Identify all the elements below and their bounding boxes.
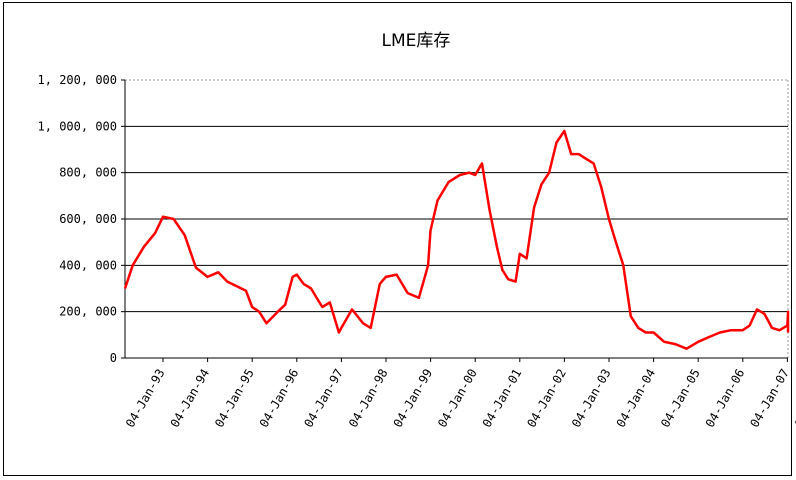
y-tick-label: 1, 000, 000 (38, 119, 117, 133)
x-tick-label: 04-Jan-96 (257, 367, 302, 430)
y-tick-label: 800, 000 (59, 166, 117, 180)
x-tick-label: 04-Jan-03 (569, 367, 614, 430)
y-tick-label: 400, 000 (59, 258, 117, 272)
y-tick-label: 0 (110, 351, 117, 365)
x-tick-label: 04-Jan-05 (658, 367, 703, 430)
x-tick-label: 04-Jan-00 (435, 367, 480, 430)
x-tick-label: 04-Jan-08 (792, 367, 796, 430)
chart-frame (3, 2, 792, 476)
y-tick-label: 200, 000 (59, 305, 117, 319)
y-axis: 0 200, 000 400, 000 600, 000 800, 000 1, 000,… (38, 73, 125, 365)
chart-title: LME库存 (382, 31, 451, 51)
y-tick-label: 1, 200, 000 (38, 73, 117, 87)
series-line (123, 129, 790, 350)
x-tick-label: 04-Jan-99 (391, 367, 436, 430)
x-tick-label: 04-Jan-97 (301, 367, 346, 430)
x-axis: 04-Jan-93 04-Jan-94 04-Jan-95 04-Jan-96 04-J… (123, 358, 796, 430)
x-tick-label: 04-Jan-94 (168, 367, 213, 430)
grid-layer (124, 79, 789, 359)
x-tick-label: 04-Jan-04 (614, 367, 659, 430)
x-tick-label: 04-Jan-01 (480, 367, 525, 430)
x-tick-label: 04-Jan-02 (524, 367, 569, 430)
x-tick-label: 04-Jan-06 (703, 367, 748, 430)
x-tick-label: 04-Jan-95 (212, 367, 257, 430)
x-tick-label: 04-Jan-07 (747, 367, 792, 430)
y-tick-label: 600, 000 (59, 212, 117, 226)
x-tick-label: 04-Jan-93 (123, 367, 168, 430)
x-tick-label: 04-Jan-98 (346, 367, 391, 430)
series-layer (123, 129, 790, 350)
